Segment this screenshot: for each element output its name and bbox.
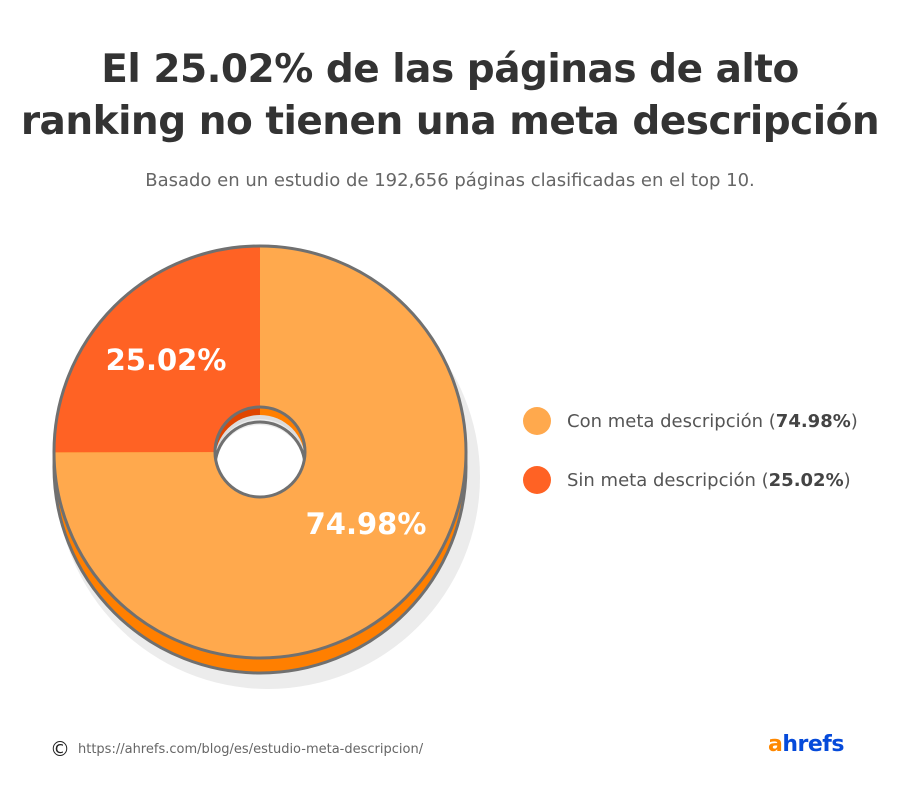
hole-outline [213, 405, 307, 499]
title-line-1: El 25.02% de las páginas de alto [101, 47, 799, 92]
hole-inner-edge [215, 420, 305, 497]
copyright-icon: © [50, 737, 70, 761]
title-line-2: ranking no tienen una meta descripción [20, 99, 880, 144]
legend-label-con: Con meta descripción (74.98%) [567, 410, 858, 432]
ahrefs-logo: ahrefs [768, 732, 844, 757]
chart-outline [52, 244, 468, 660]
chart-subtitle: Basado en un estudio de 192,656 páginas … [145, 170, 755, 191]
pie-slice-1 [54, 246, 260, 453]
legend-label-sin: Sin meta descripción (25.02%) [567, 469, 851, 491]
data-label-0: 74.98% [306, 507, 427, 541]
legend-item-sin: Sin meta descripción (25.02%) [523, 466, 851, 494]
chart-title: El 25.02% de las páginas de alto ranking… [0, 44, 900, 148]
legend-swatch-con [523, 407, 551, 435]
data-label-1: 25.02% [106, 343, 227, 377]
legend-item-con: Con meta descripción (74.98%) [523, 407, 858, 435]
source-url: © https://ahrefs.com/blog/es/estudio-met… [50, 737, 423, 761]
source-url-text: https://ahrefs.com/blog/es/estudio-meta-… [78, 741, 424, 757]
legend-swatch-sin [523, 466, 551, 494]
